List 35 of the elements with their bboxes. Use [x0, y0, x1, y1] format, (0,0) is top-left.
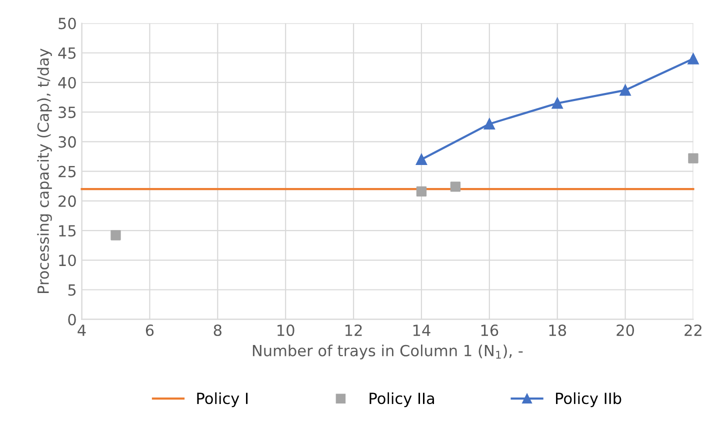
legend-label: Policy I — [197, 392, 248, 408]
x-tick-label: 20 — [616, 324, 634, 336]
y-tick-label: 45 — [58, 48, 76, 59]
y-tick-label: 35 — [58, 106, 76, 118]
x-tick-label: 8 — [214, 324, 222, 336]
point — [552, 98, 563, 109]
x-tick-label: 22 — [684, 324, 702, 336]
y-tick-label: 5 — [68, 284, 76, 296]
x-tick-label: 14 — [413, 324, 430, 336]
y-tick-label: 25 — [58, 166, 76, 178]
point — [110, 230, 121, 240]
y-tick-label: 20 — [58, 195, 76, 207]
point — [416, 154, 428, 166]
x-tick-label: 12 — [345, 324, 362, 336]
y-tick-label: 30 — [58, 136, 76, 148]
x-tick-label: 4 — [78, 324, 86, 336]
legend-label: Policy IIa — [370, 392, 434, 408]
y-tick-label: 15 — [59, 225, 76, 237]
point — [688, 53, 699, 64]
y-tick-label: 0 — [68, 314, 76, 326]
y-tick-label: 40 — [58, 76, 76, 89]
point — [484, 118, 495, 130]
x-tick-label: 6 — [146, 324, 154, 336]
x-tick-label: 18 — [549, 324, 566, 336]
y-tick-label: 50 — [58, 18, 76, 30]
point — [416, 186, 427, 197]
x-tick-label: 16 — [481, 324, 498, 336]
y-axis-title: Processing capacity (Cap), t/day — [37, 48, 52, 294]
point — [450, 182, 461, 192]
y-tick-label: 10 — [59, 254, 76, 266]
legend-label: Policy IIb — [556, 392, 622, 408]
point — [620, 84, 631, 96]
point — [688, 153, 698, 164]
x-axis-title: Number of trays in Column 1 (N$_{1}$), - — [252, 344, 523, 360]
x-tick-label: 10 — [278, 324, 294, 336]
